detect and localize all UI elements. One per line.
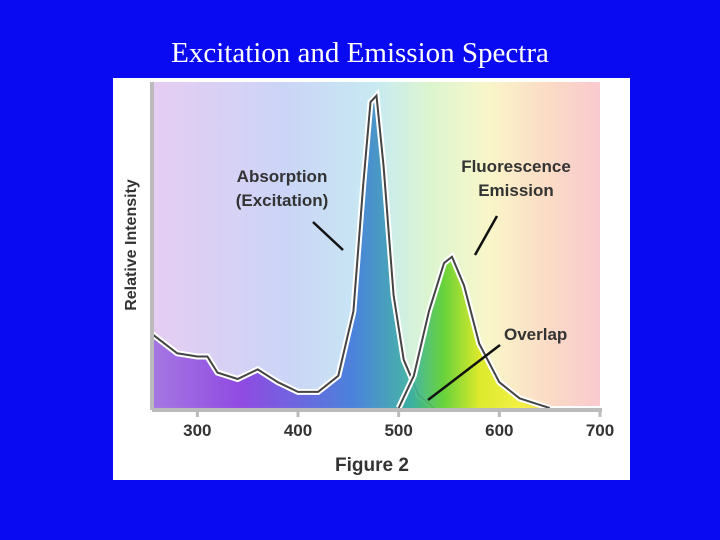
x-tick-label: 700 [586,421,614,440]
x-tick-label: 500 [384,421,412,440]
annotation-pointer [312,221,344,251]
figure-caption: Figure 2 [335,455,409,476]
x-tick-label: 300 [183,421,211,440]
x-tick-label: 400 [284,421,312,440]
slide-title: Excitation and Emission Spectra [171,37,549,69]
plot [150,88,551,411]
spectrum-line [151,93,435,409]
spectrum-line [397,255,551,409]
annotation: (Excitation) [236,191,329,210]
x-tick-label: 600 [485,421,513,440]
annotation-pointer [473,215,499,256]
annotation: Overlap [504,325,567,344]
annotation: Emission [478,181,554,200]
annotation: Absorption [237,167,328,186]
y-axis-label: Relative Intensity [123,179,140,311]
area-fill [152,95,434,408]
annotation: Fluorescence [461,157,571,176]
annotation-pointer [427,344,501,401]
